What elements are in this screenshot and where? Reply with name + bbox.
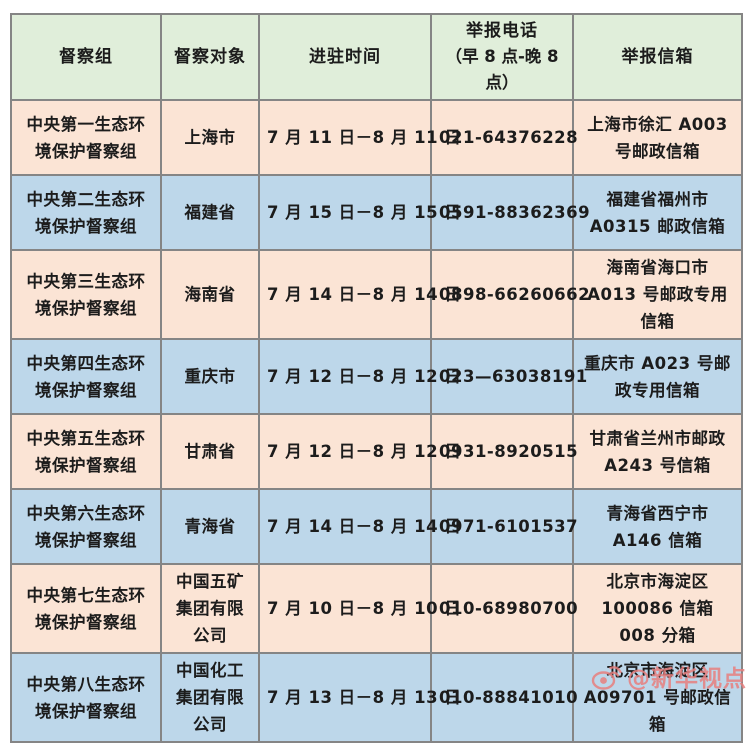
cell-phone: 0931-8920515 — [430, 413, 578, 490]
cell-time: 7 月 15 日－8 月 15 日 — [258, 174, 461, 251]
col-header-time: 进驻时间 — [258, 13, 432, 101]
cell-time: 7 月 10 日－8 月 10 日 — [258, 563, 461, 654]
col-header-mailbox: 举报信箱 — [572, 13, 743, 101]
table-row: 中央第五生态环境保护督察组 甘肃省 7 月 12 日－8 月 12 日 0931… — [10, 413, 743, 490]
cell-target: 重庆市 — [160, 338, 260, 415]
cell-mailbox: 重庆市 A023 号邮政专用信箱 — [572, 338, 743, 415]
cell-phone: 010-68980700 — [430, 563, 578, 654]
cell-target: 青海省 — [160, 488, 260, 565]
cell-phone: 023—63038191 — [430, 338, 587, 415]
cell-target: 福建省 — [160, 174, 260, 251]
cell-time: 7 月 13 日－8 月 13 日 — [258, 652, 461, 743]
cell-phone: 0898-66260662 — [430, 249, 590, 340]
cell-group: 中央第一生态环境保护督察组 — [10, 99, 162, 176]
col-header-phone-hours: （早 8 点-晚 8 点） — [445, 47, 559, 92]
cell-group: 中央第三生态环境保护督察组 — [10, 249, 162, 340]
cell-time: 7 月 14 日－8 月 14 日 — [258, 249, 461, 340]
table-row: 中央第八生态环境保护督察组 中国化工集团有限公司 7 月 13 日－8 月 13… — [10, 652, 743, 743]
cell-mailbox: 北京市海淀区 100086 信箱 008 分箱 — [572, 563, 743, 654]
cell-group: 中央第八生态环境保护督察组 — [10, 652, 162, 743]
cell-phone: 021-64376228 — [430, 99, 578, 176]
table-row: 中央第四生态环境保护督察组 重庆市 7 月 12 日－8 月 12 日 023—… — [10, 338, 743, 415]
cell-target: 海南省 — [160, 249, 260, 340]
cell-group: 中央第六生态环境保护督察组 — [10, 488, 162, 565]
col-header-phone-title: 举报电话 — [466, 21, 538, 41]
table-row: 中央第三生态环境保护督察组 海南省 7 月 14 日－8 月 14 日 0898… — [10, 249, 743, 340]
cell-target: 中国化工集团有限公司 — [160, 652, 260, 743]
cell-mailbox: 福建省福州市 A0315 邮政信箱 — [572, 174, 743, 251]
table-row: 中央第一生态环境保护督察组 上海市 7 月 11 日－8 月 11 日 021-… — [10, 99, 743, 176]
cell-time: 7 月 14 日－8 月 14 日 — [258, 488, 461, 565]
header-row: 督察组 督察对象 进驻时间 举报电话 （早 8 点-晚 8 点） 举报信箱 — [10, 13, 743, 101]
col-header-group: 督察组 — [10, 13, 162, 101]
col-header-phone: 举报电话 （早 8 点-晚 8 点） — [430, 13, 574, 101]
cell-mailbox: 青海省西宁市 A146 信箱 — [572, 488, 743, 565]
cell-time: 7 月 11 日－8 月 11 日 — [258, 99, 461, 176]
cell-phone: 010-88841010 — [430, 652, 578, 743]
cell-group: 中央第五生态环境保护督察组 — [10, 413, 162, 490]
cell-time: 7 月 12 日－8 月 12 日 — [258, 338, 461, 415]
cell-mailbox: 北京市海淀区 A09701 号邮政信箱 — [572, 652, 743, 743]
cell-target: 上海市 — [160, 99, 260, 176]
cell-target: 甘肃省 — [160, 413, 260, 490]
cell-group: 中央第二生态环境保护督察组 — [10, 174, 162, 251]
inspection-groups-table: 督察组 督察对象 进驻时间 举报电话 （早 8 点-晚 8 点） 举报信箱 中央… — [10, 13, 743, 743]
cell-target: 中国五矿集团有限公司 — [160, 563, 260, 654]
cell-group: 中央第七生态环境保护督察组 — [10, 563, 162, 654]
table-row: 中央第七生态环境保护督察组 中国五矿集团有限公司 7 月 10 日－8 月 10… — [10, 563, 743, 654]
cell-phone: 0591-88362369 — [430, 174, 590, 251]
cell-phone: 0971-6101537 — [430, 488, 578, 565]
cell-group: 中央第四生态环境保护督察组 — [10, 338, 162, 415]
cell-mailbox: 甘肃省兰州市邮政 A243 号信箱 — [572, 413, 743, 490]
cell-mailbox: 海南省海口市 A013 号邮政专用信箱 — [572, 249, 743, 340]
col-header-target: 督察对象 — [160, 13, 260, 101]
cell-mailbox: 上海市徐汇 A003 号邮政信箱 — [572, 99, 743, 176]
table-row: 中央第二生态环境保护督察组 福建省 7 月 15 日－8 月 15 日 0591… — [10, 174, 743, 251]
cell-time: 7 月 12 日－8 月 12 日 — [258, 413, 461, 490]
infographic-canvas: 督察组 督察对象 进驻时间 举报电话 （早 8 点-晚 8 点） 举报信箱 中央… — [10, 13, 746, 743]
table-row: 中央第六生态环境保护督察组 青海省 7 月 14 日－8 月 14 日 0971… — [10, 488, 743, 565]
